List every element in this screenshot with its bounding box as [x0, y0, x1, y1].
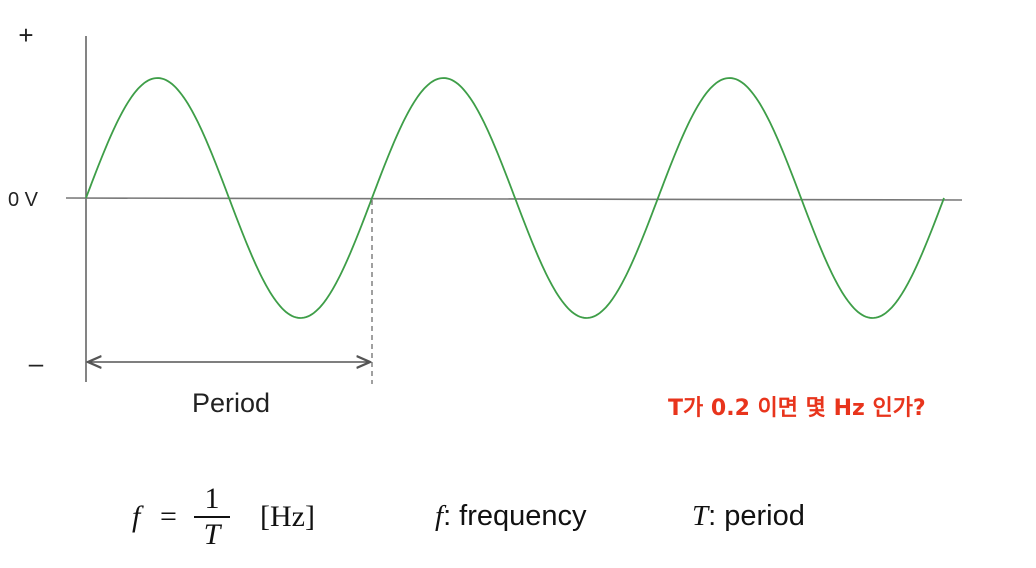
formula-equals: = — [160, 500, 177, 533]
legend-f-text: : frequency — [443, 500, 587, 532]
zero-volt-label: 0 V — [8, 189, 39, 211]
question-text: T가 0.2 이면 몇 Hz 인가? — [668, 396, 926, 421]
legend-frequency: f: frequency — [435, 500, 587, 533]
legend-t-text: : period — [708, 500, 805, 532]
sine-wave — [85, 77, 945, 319]
legend-f-symbol: f — [435, 500, 444, 532]
plus-label: + — [18, 20, 33, 50]
period-label: Period — [192, 388, 270, 418]
legend-t-symbol: T — [692, 500, 709, 532]
legend-period: T: period — [692, 500, 805, 533]
formula-denominator: T — [203, 518, 221, 551]
formula-f-symbol: f — [132, 500, 141, 533]
minus-label: – — [29, 348, 44, 378]
fraction-bar — [194, 516, 230, 518]
formula-numerator: 1 — [204, 482, 220, 515]
formula-unit: [Hz] — [260, 500, 315, 533]
zero-volt-axis — [65, 197, 963, 201]
sine-wave-diagram: + 0 V – Period — [8, 20, 963, 418]
formula-fraction: 1 T — [194, 484, 230, 550]
formula-row: f = 1 T [Hz] f: frequency T: period — [0, 478, 1036, 558]
